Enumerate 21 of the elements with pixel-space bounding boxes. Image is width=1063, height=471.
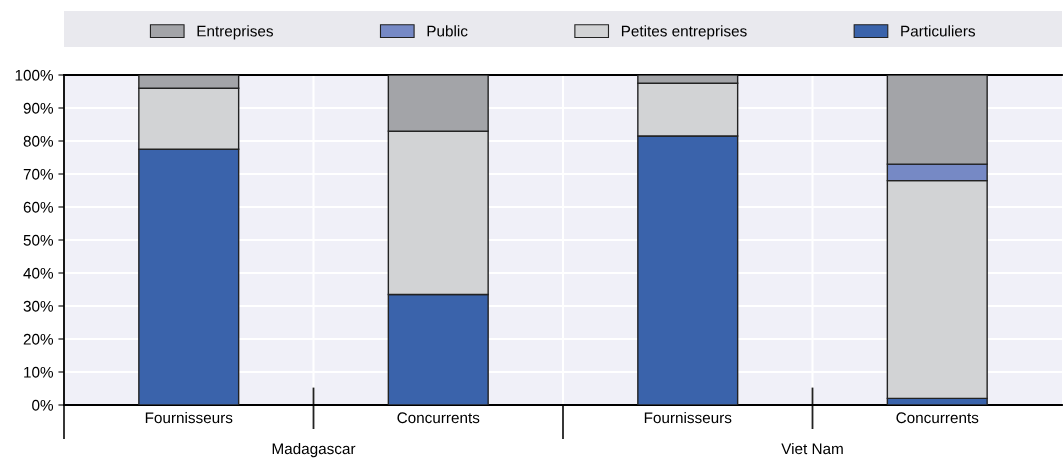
legend-label: Public — [427, 25, 468, 37]
y-tick-label: 0% — [32, 399, 54, 411]
legend-label: Particuliers — [901, 25, 976, 37]
x-tick-label: Fournisseurs — [644, 411, 732, 424]
y-tick-label: 70% — [23, 168, 54, 180]
y-tick-label: 10% — [24, 366, 54, 378]
y-tick-label: 60% — [23, 201, 54, 213]
y-tick-label: 20% — [23, 333, 54, 345]
text: Viet Nam — [781, 442, 843, 455]
text: Madagascar — [272, 442, 356, 458]
y-tick-label: 50% — [23, 234, 54, 246]
y-tick-label: 80% — [23, 135, 54, 147]
x-tick-label: Concurrents — [896, 412, 979, 424]
y-tick-label: 90% — [23, 102, 54, 114]
legend-label: Petites entreprises — [621, 25, 747, 40]
y-tick-label: 30% — [23, 300, 54, 312]
y-tick-label: 40% — [23, 267, 54, 279]
x-tick-label: Concurrents — [397, 412, 480, 424]
y-tick-label: 100% — [15, 69, 54, 81]
x-tick-label: Fournisseurs — [145, 411, 233, 424]
legend-label: Entreprises — [197, 25, 273, 40]
